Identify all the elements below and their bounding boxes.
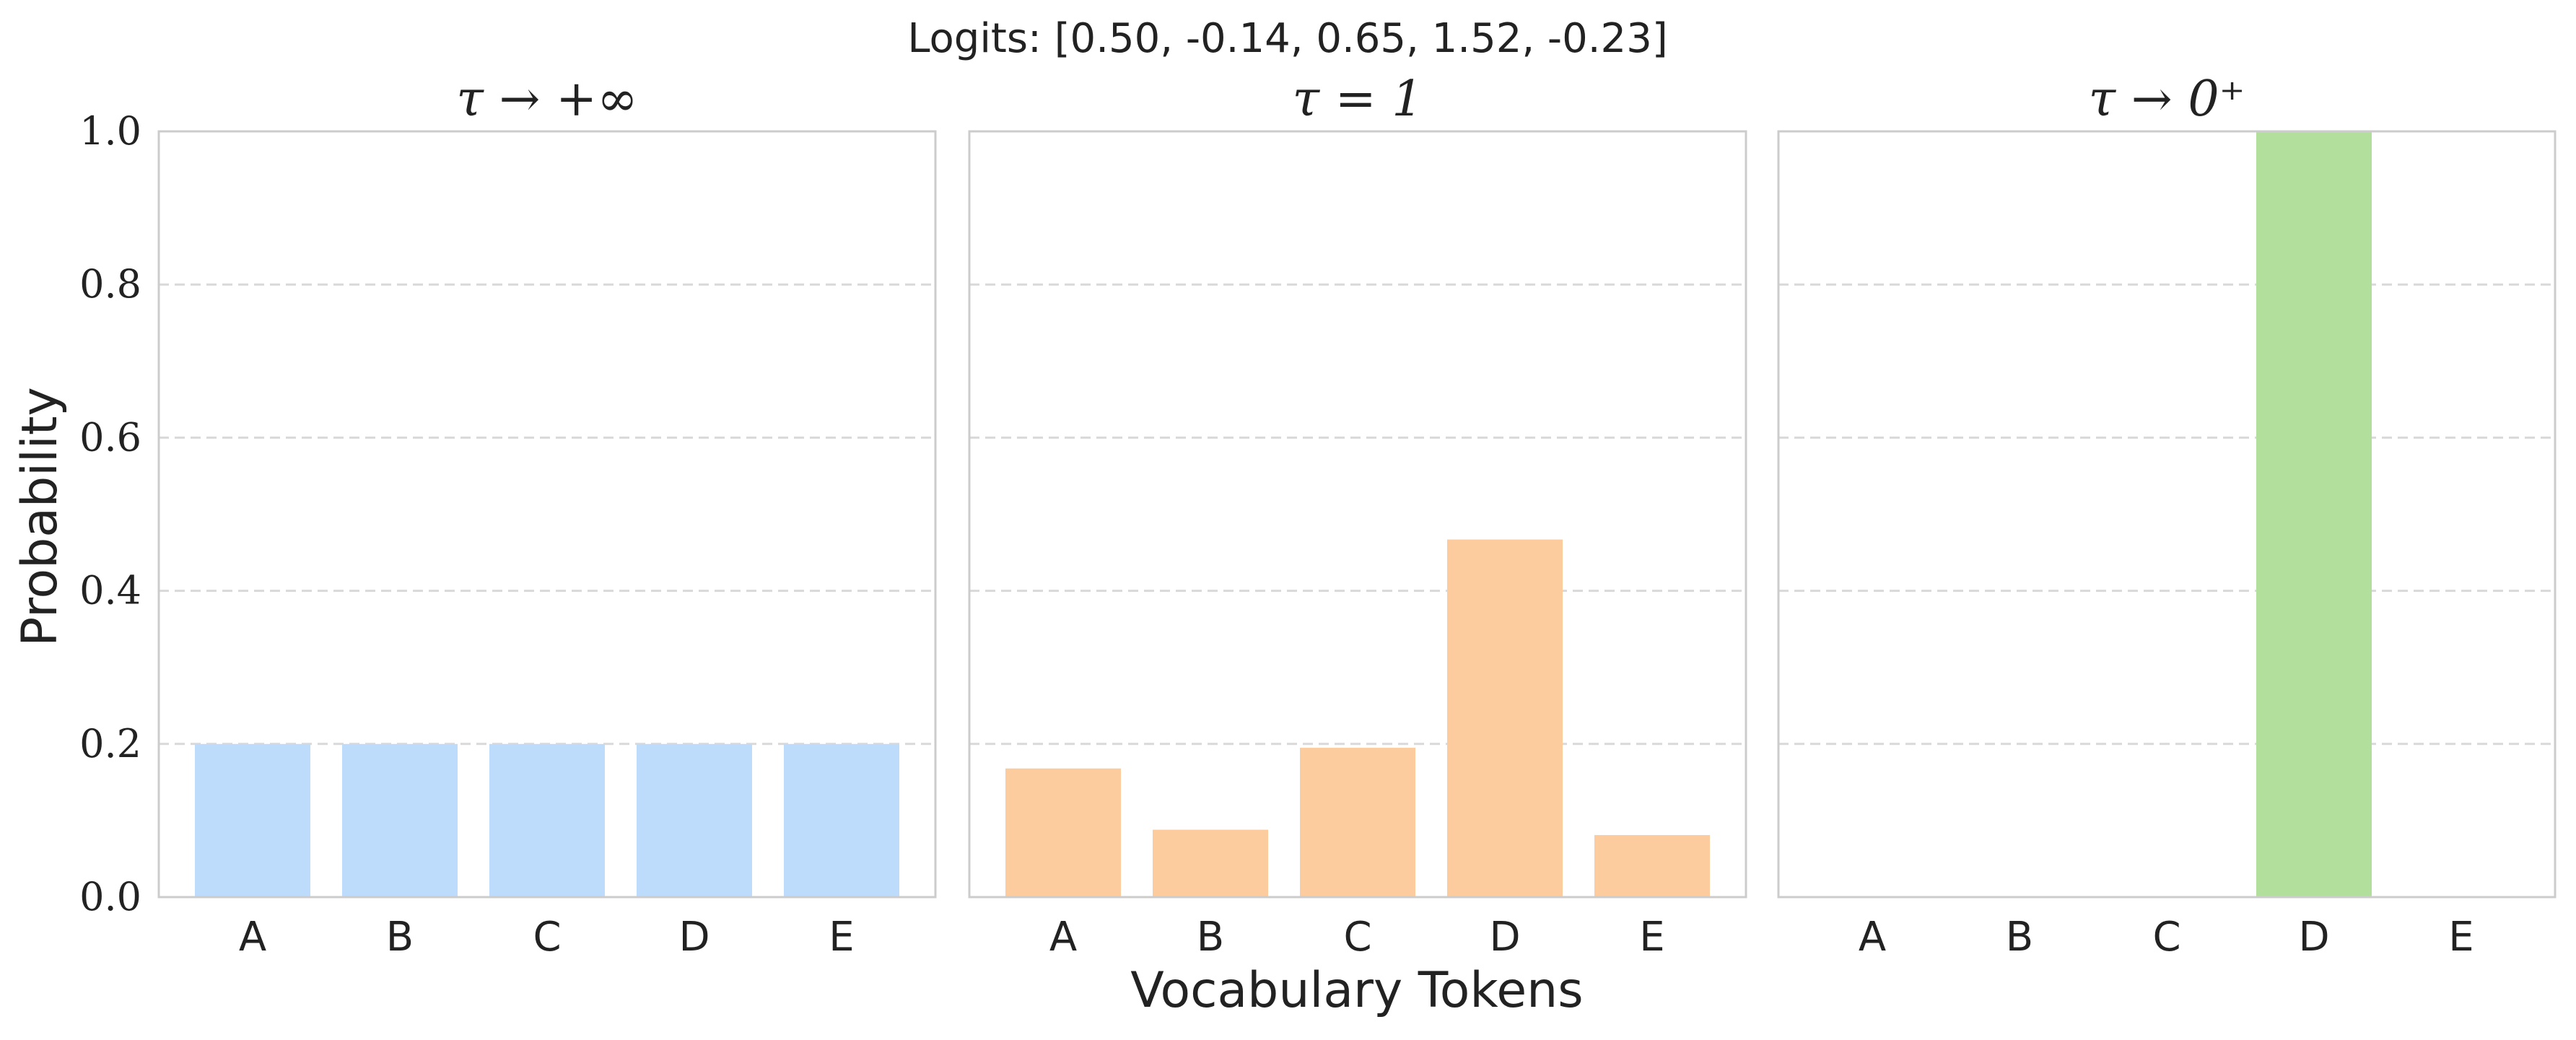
plot-frame [1777,130,2557,899]
x-tick-label: A [1049,914,1077,961]
bar-b [342,743,458,897]
x-tick-label: A [239,914,266,961]
bar-d [1447,539,1563,897]
y-tick-label: 0.4 [79,568,141,613]
bar-e [784,743,899,897]
y-tick-label: 1.0 [79,108,141,154]
x-tick-label: B [386,914,414,961]
x-tick-label: D [1489,914,1520,961]
subplot-title: τ → +∞ [456,71,637,128]
bar-b [1153,829,1268,897]
subplot-panels: A B C D Eτ → +∞0.00.20.40.60.81.0A B C D Eτ = 1A… [79,71,2557,961]
subplot-2: A B C D Eτ = 1 [968,71,1747,961]
bar-a [1005,768,1121,897]
figure-suptitle: Logits: [0.50, -0.14, 0.65, 1.52, -0.23] [907,15,1667,62]
plot-frame [968,130,1747,899]
plot-area [1778,131,2555,897]
x-tick-label: C [1343,914,1371,961]
x-tick-label: E [2448,914,2474,961]
plot-frame [157,130,937,899]
x-tick-label: E [829,914,854,961]
x-tick-label: C [2152,914,2180,961]
x-tick-label: D [2298,914,2329,961]
subplot-title: τ = 1 [1292,71,1423,128]
subplot-title: τ → 0⁺ [2089,71,2245,128]
bar-c [489,743,605,897]
y-tick-label: 0.0 [79,874,141,919]
bar-d [637,743,752,897]
x-tick-label: D [678,914,710,961]
subplot-1: A B C D Eτ → +∞ 0.0 0.2 0.4 0.6 0.8 1.0 [79,71,937,961]
x-axis-label: Vocabulary Tokens [1130,962,1583,1019]
y-axis-label: Probability [12,387,69,646]
x-tick-label: A [1859,914,1886,961]
x-tick-label: C [533,914,561,961]
x-tick-label: B [1197,914,1224,961]
x-tick-label: B [2006,914,2033,961]
bar-e [1594,835,1710,897]
y-tick-label: 0.8 [79,261,141,307]
bar-a [195,743,310,897]
subplot-3: A B C D Eτ → 0⁺ [1777,71,2557,961]
bar-c [1300,748,1415,897]
x-tick-label: E [1639,914,1664,961]
y-tick-label: 0.2 [79,721,141,766]
y-tick-label: 0.6 [79,414,141,460]
bar-d [2256,131,2372,897]
